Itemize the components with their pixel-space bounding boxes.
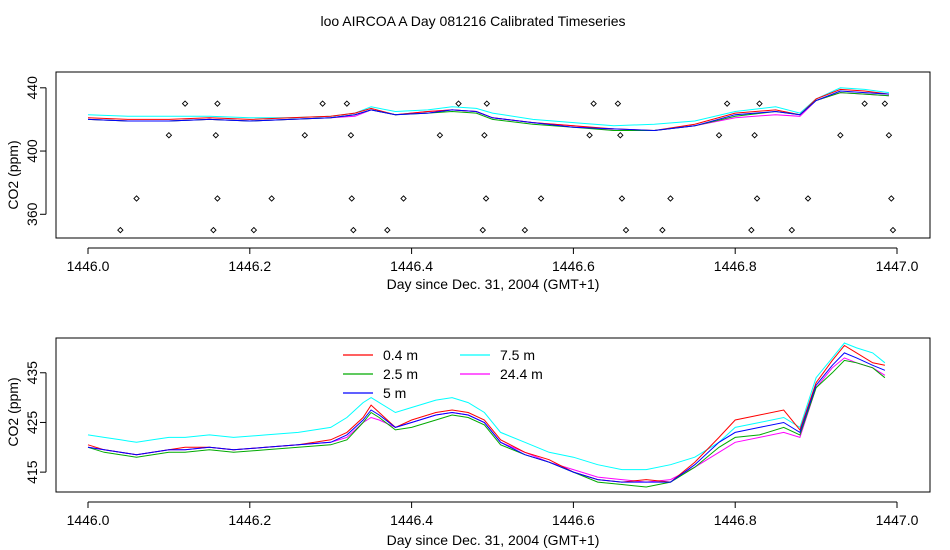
data-point bbox=[117, 226, 124, 234]
data-point bbox=[756, 100, 763, 107]
x-tick-label: 1446.0 bbox=[67, 258, 110, 274]
data-point bbox=[400, 195, 407, 202]
x-tick-label: 1447.0 bbox=[876, 258, 919, 274]
data-point bbox=[165, 132, 173, 139]
data-point bbox=[837, 132, 844, 139]
data-point bbox=[715, 132, 723, 139]
data-point bbox=[455, 100, 462, 107]
x-tick-label: 1446.2 bbox=[228, 258, 271, 274]
legend-label: 24.4 m bbox=[500, 366, 543, 382]
plot-frame-bottom bbox=[55, 337, 931, 493]
data-point bbox=[181, 100, 189, 107]
data-point bbox=[214, 100, 221, 107]
data-point bbox=[889, 226, 897, 234]
legend: 0.4 m 2.5 m 5 m 7.5 m 24.4 m bbox=[343, 347, 543, 401]
data-point bbox=[212, 132, 220, 139]
series-line-7-5-m bbox=[87, 342, 886, 471]
legend-label: 0.4 m bbox=[383, 347, 418, 363]
data-point bbox=[436, 132, 444, 139]
data-point bbox=[723, 100, 731, 107]
data-point bbox=[748, 226, 755, 234]
x-axis-label-bottom: Day since Dec. 31, 2004 (GMT+1) bbox=[387, 532, 600, 548]
data-point bbox=[888, 195, 895, 202]
x-tick-label: 1446.4 bbox=[390, 512, 433, 528]
series-line-0-4-m bbox=[87, 88, 889, 132]
data-point bbox=[753, 195, 761, 202]
series-line-24-4-m bbox=[87, 357, 886, 483]
data-point bbox=[479, 226, 487, 234]
x-tick-label: 1446.8 bbox=[714, 258, 757, 274]
x-tick-label: 1447.0 bbox=[876, 512, 919, 528]
data-point bbox=[622, 226, 630, 234]
y-tick-label: 415 bbox=[24, 460, 40, 484]
data-point bbox=[885, 132, 893, 139]
data-point bbox=[319, 100, 326, 107]
series-line-5-m bbox=[87, 352, 886, 483]
data-point bbox=[343, 100, 351, 107]
x-axis-top: 1446.0 1446.2 1446.4 1446.6 1446.8 1447.0 bbox=[67, 247, 919, 274]
data-point bbox=[861, 100, 868, 107]
data-point bbox=[586, 132, 593, 139]
y-axis-label-top: CO2 (ppm) bbox=[5, 140, 21, 209]
series-line-0-4-m bbox=[87, 344, 886, 483]
y-tick-label: 400 bbox=[24, 139, 40, 163]
data-point bbox=[301, 132, 309, 139]
data-point bbox=[614, 100, 622, 107]
data-point bbox=[133, 195, 140, 202]
data-point bbox=[881, 100, 889, 107]
data-point bbox=[618, 195, 626, 202]
x-tick-label: 1446.2 bbox=[228, 512, 271, 528]
series-group-top bbox=[87, 87, 889, 132]
y-tick-label: 435 bbox=[24, 361, 40, 385]
data-point bbox=[214, 195, 221, 202]
y-tick-label: 440 bbox=[24, 76, 40, 100]
data-point bbox=[617, 132, 624, 139]
y-tick-label: 425 bbox=[24, 411, 40, 435]
plot-frame-top bbox=[55, 71, 931, 239]
panel-top: 1446.0 1446.2 1446.4 1446.6 1446.8 1447.0 360… bbox=[5, 71, 931, 292]
x-axis-bottom: 1446.0 1446.2 1446.4 1446.6 1446.8 1447.0 bbox=[67, 501, 919, 528]
data-point bbox=[537, 195, 545, 202]
data-point bbox=[521, 226, 529, 234]
data-point bbox=[483, 100, 491, 107]
x-tick-label: 1446.8 bbox=[714, 512, 757, 528]
data-point bbox=[667, 195, 674, 202]
data-point bbox=[659, 226, 666, 234]
series-line-5-m bbox=[87, 90, 889, 132]
series-line-2-5-m bbox=[87, 359, 886, 488]
data-point bbox=[350, 226, 357, 234]
data-point bbox=[481, 132, 488, 139]
data-point bbox=[210, 226, 217, 234]
data-point bbox=[590, 100, 597, 107]
legend-label: 7.5 m bbox=[500, 347, 535, 363]
x-tick-label: 1446.0 bbox=[67, 512, 110, 528]
y-axis-top: 360 400 440 bbox=[24, 76, 47, 226]
data-point bbox=[751, 132, 758, 139]
series-line-7-5-m bbox=[87, 87, 889, 127]
data-point bbox=[788, 226, 796, 234]
chart-title: loo AIRCOA A Day 081216 Calibrated Times… bbox=[320, 13, 625, 29]
data-point bbox=[347, 132, 355, 139]
series-group-bottom bbox=[87, 342, 886, 488]
x-tick-label: 1446.6 bbox=[552, 512, 595, 528]
legend-label: 2.5 m bbox=[383, 366, 418, 382]
data-point bbox=[268, 195, 275, 202]
x-tick-label: 1446.4 bbox=[390, 258, 433, 274]
data-point bbox=[384, 226, 391, 234]
x-axis-label-top: Day since Dec. 31, 2004 (GMT+1) bbox=[387, 276, 600, 292]
y-tick-label: 360 bbox=[24, 202, 40, 226]
y-axis-label-bottom: CO2 (ppm) bbox=[5, 377, 21, 446]
legend-label: 5 m bbox=[383, 385, 406, 401]
data-point bbox=[482, 195, 490, 202]
data-point bbox=[348, 195, 355, 202]
y-axis-bottom: 415 425 435 bbox=[24, 361, 47, 484]
data-point bbox=[804, 195, 812, 202]
x-tick-label: 1446.6 bbox=[552, 258, 595, 274]
data-point bbox=[250, 226, 258, 234]
panel-bottom: 1446.0 1446.2 1446.4 1446.6 1446.8 1447.0 415… bbox=[5, 337, 931, 548]
points-group-top bbox=[117, 100, 897, 234]
